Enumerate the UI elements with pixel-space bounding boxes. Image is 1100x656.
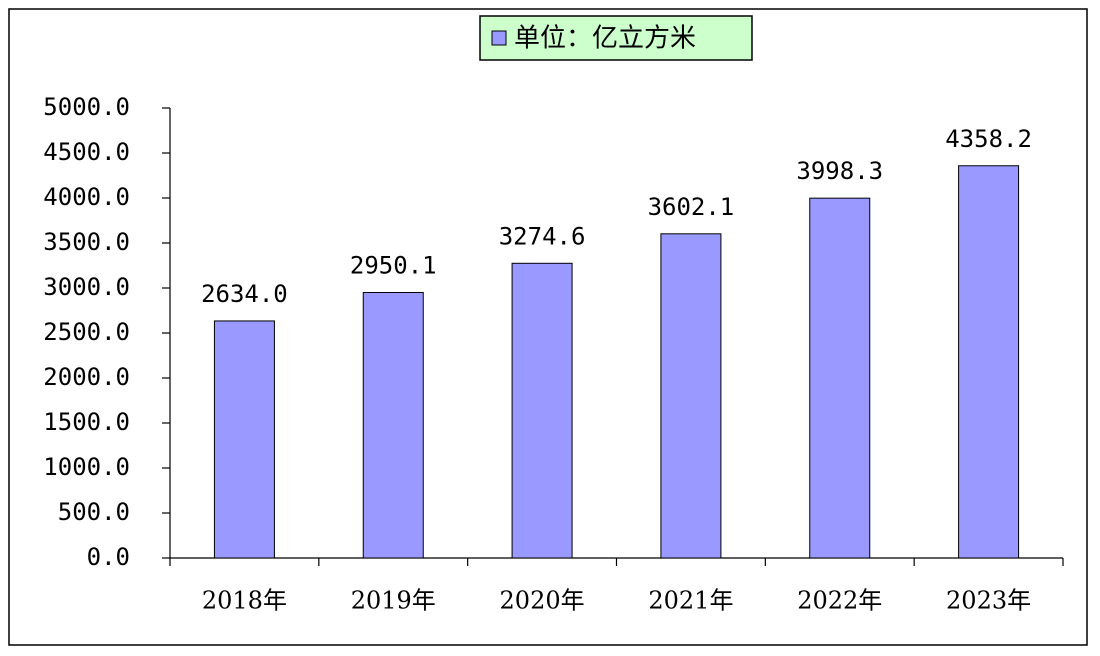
y-tick-label: 1500.0 bbox=[43, 408, 130, 436]
legend-label: 单位：亿立方米 bbox=[514, 24, 696, 54]
value-label: 4358.2 bbox=[945, 125, 1032, 153]
y-tick-label: 3500.0 bbox=[43, 228, 130, 256]
bar bbox=[511, 262, 573, 559]
y-tick-label: 4500.0 bbox=[43, 138, 130, 166]
bar bbox=[809, 197, 871, 559]
y-tick-label: 4000.0 bbox=[43, 183, 130, 211]
value-label: 3998.3 bbox=[796, 157, 883, 185]
value-label: 3602.1 bbox=[648, 193, 735, 221]
value-label: 3274.6 bbox=[499, 222, 586, 250]
y-tick-label: 0.0 bbox=[87, 543, 130, 571]
x-tick-label: 2022年 bbox=[797, 587, 882, 615]
x-tick-label: 2023年 bbox=[946, 587, 1031, 615]
bar bbox=[958, 165, 1020, 559]
y-tick-label: 5000.0 bbox=[43, 93, 130, 121]
x-tick-label: 2020年 bbox=[500, 587, 585, 615]
y-tick-label: 2500.0 bbox=[43, 318, 130, 346]
x-tick-label: 2019年 bbox=[351, 587, 436, 615]
value-label: 2950.1 bbox=[350, 251, 437, 279]
y-tick-label: 2000.0 bbox=[43, 363, 130, 391]
bar bbox=[362, 291, 424, 559]
value-label: 2634.0 bbox=[201, 280, 288, 308]
y-tick-label: 1000.0 bbox=[43, 453, 130, 481]
x-tick-label: 2021年 bbox=[648, 587, 733, 615]
legend: 单位：亿立方米 bbox=[479, 15, 753, 61]
y-tick-label: 3000.0 bbox=[43, 273, 130, 301]
y-tick-label: 500.0 bbox=[58, 498, 130, 526]
bar bbox=[660, 233, 722, 559]
bar bbox=[213, 320, 275, 559]
x-tick-label: 2018年 bbox=[202, 587, 287, 615]
legend-box bbox=[479, 15, 753, 61]
legend-swatch bbox=[491, 30, 507, 46]
